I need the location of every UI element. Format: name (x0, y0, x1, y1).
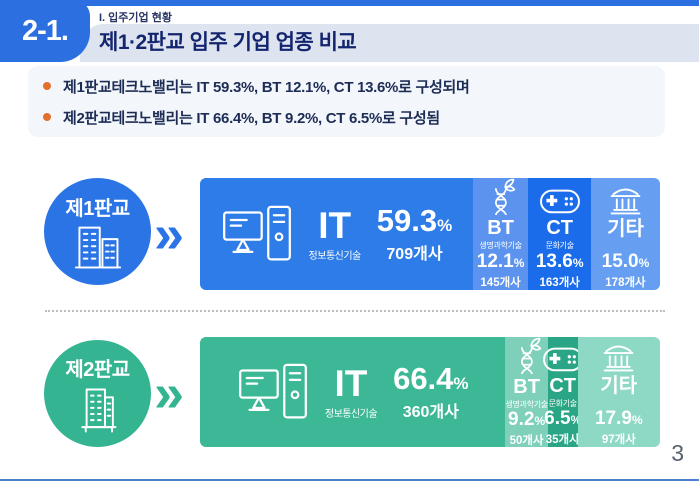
desktop-computer-icon (237, 362, 309, 422)
segment-it: IT 정보통신기술 59.3% 709개사 (200, 178, 473, 290)
percent-sign: % (631, 413, 643, 427)
percent-sign: % (534, 413, 546, 428)
segment-code: BT (487, 217, 514, 240)
bullet-dot-icon (43, 82, 51, 90)
segment-code: IT (318, 204, 352, 246)
summary-panel: 제1판교테크노밸리는 IT 59.3%, BT 12.1%, CT 13.6%로… (28, 66, 665, 137)
summary-bullet-text: 제1판교테크노밸리는 IT 59.3%, BT 12.1%, CT 13.6%로… (63, 78, 470, 96)
segment-percent: 17.9% (594, 408, 643, 429)
composition-bar: IT 정보통신기술 59.3% 709개사 BT 생명과학기술 12.1% 14… (200, 178, 660, 290)
segment-percent: 15.0% (601, 251, 650, 272)
segment-sublabel: 생명과학기술 (479, 241, 522, 251)
segment-etc: 기타 15.0% 178개사 (590, 178, 660, 290)
composition-bar: IT 정보통신기술 66.4% 360개사 BT 생명과학기술 9.2% 50개… (200, 337, 660, 447)
segment-code: CT (549, 374, 577, 397)
bank-icon (607, 183, 644, 216)
segment-it: IT 정보통신기술 66.4% 360개사 (200, 337, 506, 447)
segment-count: 709개사 (386, 245, 443, 263)
segment-count: 97개사 (601, 434, 636, 446)
section-label: I. 입주기업 현황 (99, 12, 172, 24)
page-title: 제1·2판교 입주 기업 업종 비교 (99, 31, 357, 54)
pangyo1-row: 제1판교 » IT 정보통신기술 59.3% 709개사 BT 생명과학기술 1 (0, 178, 699, 290)
summary-bullet-text: 제2판교테크노밸리는 IT 66.4%, BT 9.2%, CT 6.5%로 구… (63, 109, 440, 127)
percent-sign: % (572, 256, 584, 270)
segment-sublabel: 문화기술 (548, 398, 578, 408)
segment-count: 50개사 (509, 434, 544, 447)
bullet-dot-icon (43, 113, 51, 121)
segment-ct: CT 문화기술 6.5% 35개사 (548, 337, 578, 447)
bottom-rule (0, 479, 699, 481)
percent-sign: % (570, 413, 582, 427)
segment-code: BT (513, 375, 540, 398)
segment-percent: 59.3% (376, 202, 453, 238)
row-title: 제2판교 (65, 358, 130, 381)
icon-box (539, 178, 581, 215)
icon-box (600, 337, 637, 373)
summary-bullet: 제2판교테크노밸리는 IT 66.4%, BT 9.2%, CT 6.5%로 구… (43, 107, 665, 128)
icon-box (511, 337, 542, 374)
segment-code: 기타 (607, 218, 644, 240)
pangyo1-label-circle: 제1판교 (44, 178, 151, 285)
segment-count: 145개사 (480, 277, 521, 289)
segment-bt: BT 생명과학기술 9.2% 50개사 (505, 337, 548, 447)
percent-sign: % (453, 373, 469, 393)
tall-building-icon (74, 386, 122, 435)
segment-count: 360개사 (402, 403, 459, 421)
percent-sign: % (513, 256, 525, 270)
segment-etc: 기타 17.9% 97개사 (577, 337, 660, 447)
icon-box (607, 178, 644, 216)
percent-sign: % (638, 256, 650, 270)
dna-icon (511, 337, 542, 374)
segment-percent: 12.1% (476, 251, 525, 272)
segment-percent: 66.4% (393, 360, 469, 396)
segment-count: 35개사 (545, 434, 580, 446)
row-title: 제1판교 (65, 198, 130, 220)
segment-percent: 6.5% (544, 408, 582, 429)
segment-sublabel: 문화기술 (545, 241, 575, 251)
it-name-block: IT 정보통신기술 (308, 204, 362, 262)
it-value-block: 59.3% 709개사 (377, 205, 452, 264)
pangyo2-row: 제2판교 » IT 정보통신기술 66.4% 360개사 BT 생명과학기술 9 (0, 337, 699, 449)
pangyo2-label-circle: 제2판교 (44, 340, 151, 447)
desktop-computer-icon (221, 204, 293, 264)
chevron-right-icon: » (154, 204, 185, 264)
segment-count: 178개사 (605, 277, 646, 289)
it-name-block: IT 정보통신기술 (324, 362, 378, 420)
icon-box (485, 178, 516, 215)
segment-sublabel: 생명과학기술 (505, 399, 548, 409)
dotted-divider (45, 310, 665, 312)
percent-sign: % (437, 215, 453, 235)
chevron-right-icon: » (154, 363, 185, 423)
city-buildings-icon (72, 225, 124, 271)
segment-count: 163개사 (539, 277, 580, 289)
segment-ct: CT 문화기술 13.6% 163개사 (528, 178, 591, 290)
slide-number-badge: 2-1. (0, 0, 90, 62)
segment-code: 기타 (600, 375, 638, 397)
bank-icon (600, 340, 637, 373)
it-value-block: 66.4% 360개사 (393, 363, 468, 422)
game-controller-icon (539, 187, 581, 215)
segment-code: IT (334, 362, 368, 404)
segment-sublabel: 정보통신기술 (324, 408, 378, 420)
segment-sublabel: 정보통신기술 (308, 250, 362, 262)
dna-icon (485, 178, 516, 215)
segment-bt: BT 생명과학기술 12.1% 145개사 (472, 178, 529, 290)
page-number: 3 (671, 440, 684, 466)
title-band (80, 24, 699, 62)
segment-code: CT (546, 217, 574, 240)
segment-percent: 13.6% (535, 251, 584, 272)
summary-bullet: 제1판교테크노밸리는 IT 59.3%, BT 12.1%, CT 13.6%로… (43, 76, 665, 97)
segment-percent: 9.2% (508, 408, 546, 430)
top-accent-strip (0, 0, 699, 6)
